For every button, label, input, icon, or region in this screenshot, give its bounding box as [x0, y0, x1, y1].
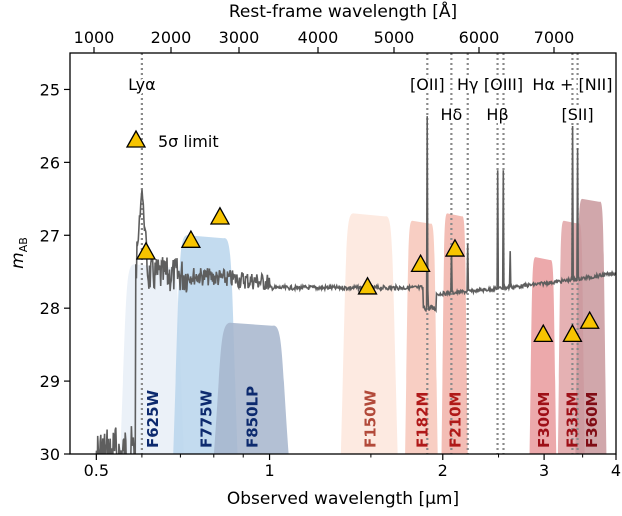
filter-curve-f300m: [529, 257, 557, 454]
emission-line-label: Lyα: [128, 75, 155, 94]
filter-label-f150w: F150W: [361, 389, 379, 448]
x-axis: 0.5 1 2 3 4: [84, 454, 621, 480]
limit-marker: [533, 323, 554, 343]
emission-line-label: [OII]: [410, 75, 445, 94]
limit-marker: [209, 206, 231, 225]
spectrum-line: [95, 116, 616, 454]
limit-marker: [579, 310, 600, 329]
legend: 5σ limit: [125, 129, 219, 151]
filter-label-f625w: F625W: [144, 389, 162, 448]
y-tick-label: 26: [40, 153, 60, 172]
top-tick-label: 1000: [74, 28, 115, 47]
top-axis: 1000 2000 3000 4000 5000 6000 7000: [74, 28, 575, 53]
x-tick-label: 1: [264, 461, 274, 480]
filter-label-f360m: F360M: [583, 392, 601, 448]
filter-label-f850lp: F850LP: [243, 386, 261, 448]
y-axis-title: mAB: [8, 237, 30, 269]
spectrum: [95, 116, 616, 454]
limit-markers: [135, 206, 600, 343]
top-tick-label: 2000: [151, 28, 192, 47]
limit-marker: [135, 241, 157, 260]
y-tick-label: 28: [40, 299, 60, 318]
legend-marker: [125, 129, 147, 148]
filter-label-f182m: F182M: [413, 392, 431, 448]
limit-marker: [357, 276, 378, 295]
top-tick-label: 4000: [298, 28, 339, 47]
emission-line-label: [OIII]: [484, 75, 523, 94]
top-tick-label: 3000: [219, 28, 260, 47]
emission-line-label: Hα + [NII]: [532, 75, 612, 94]
top-tick-label: 5000: [374, 28, 415, 47]
filter-label-f775w: F775W: [197, 389, 215, 448]
limit-marker: [562, 323, 583, 343]
top-tick-label: 7000: [534, 28, 575, 47]
y-tick-label: 30: [40, 445, 60, 464]
x-tick-label: 2: [438, 461, 448, 480]
x-tick-label: 0.5: [84, 461, 109, 480]
emission-line-label: Hδ: [440, 105, 462, 124]
filter-label-f300m: F300M: [535, 392, 553, 448]
filter-curve-f182m: [405, 220, 438, 454]
filter-labels: F625W F775W F850LP F150W F182M F210M F300M F335…: [144, 386, 601, 448]
y-axis: 25 26 27 28 29 30: [40, 80, 70, 464]
emission-line-label: Hβ: [486, 105, 508, 124]
limit-marker: [180, 229, 202, 248]
top-axis-title: Rest-frame wavelength [Å]: [229, 0, 457, 22]
limit-marker: [410, 253, 431, 273]
y-tick-label: 25: [40, 80, 60, 99]
emission-line-labels: Lyα [OII] Hδ Hγ Hβ [OIII] Hα + [NII] [SII]: [126, 73, 614, 126]
emission-line-label: [SII]: [562, 105, 594, 124]
legend-label: 5σ limit: [158, 132, 219, 151]
y-tick-label: 27: [40, 226, 60, 245]
y-tick-label: 29: [40, 372, 60, 391]
filter-curve-f210m: [441, 213, 468, 454]
filter-label-f210m: F210M: [447, 392, 465, 448]
filter-label-f335m: F335M: [563, 392, 581, 448]
filter-curve-f850lp: [213, 322, 289, 454]
limit-marker: [444, 238, 466, 257]
top-tick-label: 6000: [459, 28, 500, 47]
plot-frame: [69, 52, 617, 455]
x-axis-title: Observed wavelength [μm]: [227, 489, 459, 509]
x-tick-label: 3: [539, 461, 549, 480]
filter-curve-f150w: [340, 213, 398, 454]
x-tick-label: 4: [611, 461, 621, 480]
emission-line-label: Hγ: [457, 75, 479, 94]
